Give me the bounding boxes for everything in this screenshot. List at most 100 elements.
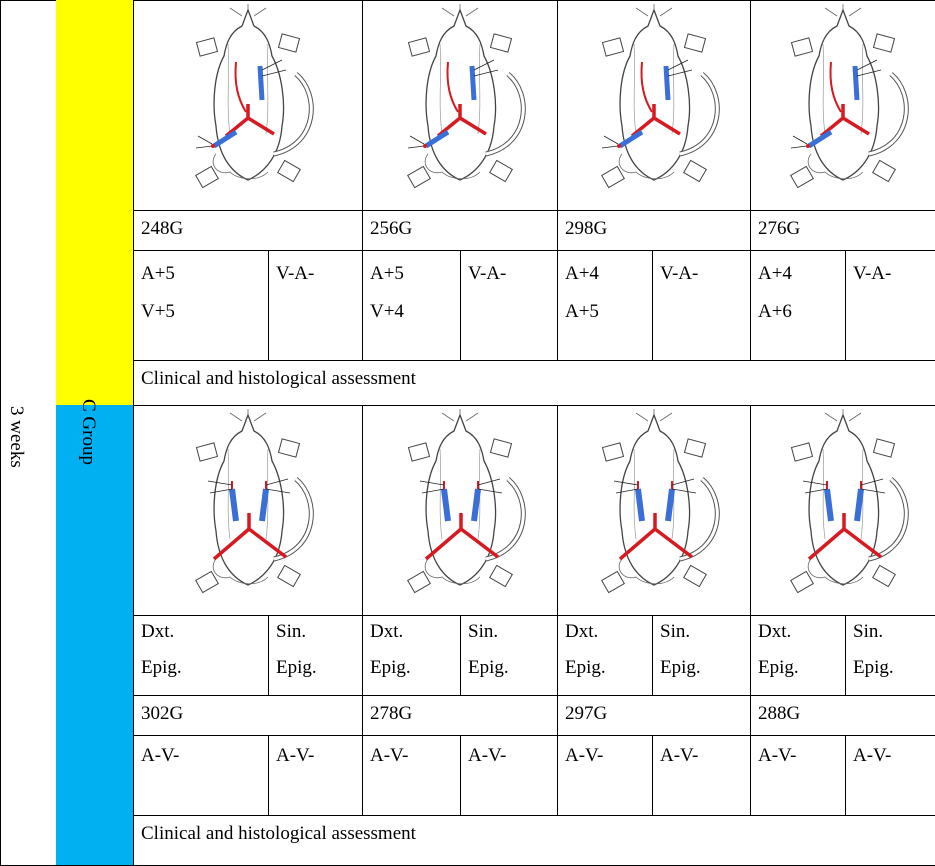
- cell-text: 248G: [141, 218, 183, 240]
- result-cell: A+4 A+5: [557, 250, 653, 361]
- cell-text: V-A-: [468, 263, 506, 285]
- result-cell: A-V-: [652, 735, 751, 816]
- cell-text: A+5: [141, 263, 175, 285]
- weight-cell: 256G: [362, 210, 558, 251]
- cell-text: 256G: [370, 218, 412, 240]
- rat-diagram: [763, 409, 923, 609]
- weight-cell: 302G: [133, 695, 363, 736]
- cell-text: A+5: [370, 263, 404, 285]
- weight-cell: 276G: [750, 210, 935, 251]
- weight-cell: 297G: [557, 695, 751, 736]
- cell-text: Epig.: [758, 657, 799, 679]
- assessment-cell: Clinical and histological assessment: [133, 815, 935, 866]
- cell-text: A-V-: [758, 745, 796, 767]
- side-cell: Dxt. Epig.: [133, 615, 269, 696]
- result-cell: V-A-: [845, 250, 935, 361]
- cell-text: Clinical and histological assessment: [141, 823, 416, 845]
- assessment-cell: Clinical and histological assessment: [133, 360, 935, 406]
- result-cell: V-A-: [268, 250, 363, 361]
- result-cell: A-V-: [750, 735, 846, 816]
- cell-text: Dxt.: [370, 621, 403, 643]
- cell-text: 288G: [758, 703, 800, 725]
- group-label: C Group: [78, 399, 98, 465]
- result-cell: V-A-: [652, 250, 751, 361]
- cell-text: Epig.: [141, 657, 182, 679]
- image-cell: [557, 405, 751, 616]
- result-cell: A-V-: [460, 735, 558, 816]
- cell-text: A-V-: [565, 745, 603, 767]
- cell-text: 278G: [370, 703, 412, 725]
- cell-text: Epig.: [468, 657, 509, 679]
- image-cell: [750, 405, 935, 616]
- rat-diagram: [168, 4, 328, 204]
- cell-text: A-V-: [141, 745, 179, 767]
- cell-text: A-V-: [468, 745, 506, 767]
- cell-text: 276G: [758, 218, 800, 240]
- cell-text: Dxt.: [565, 621, 598, 643]
- weight-cell: 288G: [750, 695, 935, 736]
- cell-text: A-V-: [660, 745, 698, 767]
- rat-diagram: [168, 409, 328, 609]
- cell-text: 298G: [565, 218, 607, 240]
- cell-text: A+4: [758, 263, 792, 285]
- cell-text: A-V-: [276, 745, 314, 767]
- rat-diagram: [380, 4, 540, 204]
- result-cell: A+5 V+4: [362, 250, 461, 361]
- side-cell: Dxt. Epig.: [362, 615, 461, 696]
- cell-text: Dxt.: [758, 621, 791, 643]
- image-cell: [362, 405, 558, 616]
- image-cell: [133, 405, 363, 616]
- cell-text: V-A-: [276, 263, 314, 285]
- result-cell: A-V-: [268, 735, 363, 816]
- image-cell: [362, 0, 558, 211]
- cell-text: V+5: [141, 301, 175, 323]
- result-cell: A-V-: [845, 735, 935, 816]
- cell-text: Epig.: [660, 657, 701, 679]
- time-label: 3 weeks: [6, 406, 26, 468]
- group-color-band: C Group: [56, 405, 134, 866]
- result-cell: A-V-: [557, 735, 653, 816]
- side-cell: Dxt. Epig.: [557, 615, 653, 696]
- weight-cell: 278G: [362, 695, 558, 736]
- cell-text: Epig.: [276, 657, 317, 679]
- cell-text: Sin.: [660, 621, 690, 643]
- rat-diagram: [574, 4, 734, 204]
- cell-text: Epig.: [565, 657, 606, 679]
- results-table: 3 weeks C Group 248G A+5 V+5 V-A- 256G A+5 V+4 V-…: [0, 0, 935, 865]
- result-cell: V-A-: [460, 250, 558, 361]
- result-cell: A-V-: [362, 735, 461, 816]
- rat-diagram: [763, 4, 923, 204]
- image-cell: [750, 0, 935, 211]
- cell-text: A-V-: [853, 745, 891, 767]
- cell-text: V-A-: [660, 263, 698, 285]
- result-cell: A-V-: [133, 735, 269, 816]
- cell-text: A+5: [565, 301, 599, 323]
- cell-text: 302G: [141, 703, 183, 725]
- image-cell: [557, 0, 751, 211]
- cell-text: Epig.: [370, 657, 411, 679]
- cell-text: Sin.: [853, 621, 883, 643]
- time-column: 3 weeks: [0, 0, 57, 866]
- cell-text: Dxt.: [141, 621, 174, 643]
- cell-text: Epig.: [853, 657, 894, 679]
- side-cell: Dxt. Epig.: [750, 615, 846, 696]
- cell-text: A+4: [565, 263, 599, 285]
- side-cell: Sin. Epig.: [460, 615, 558, 696]
- result-cell: A+4 A+6: [750, 250, 846, 361]
- side-cell: Sin. Epig.: [845, 615, 935, 696]
- side-cell: Sin. Epig.: [652, 615, 751, 696]
- cell-text: A-V-: [370, 745, 408, 767]
- cell-text: Sin.: [276, 621, 306, 643]
- weight-cell: 248G: [133, 210, 363, 251]
- page: 3 weeks C Group 248G A+5 V+5 V-A- 256G A+5 V+4 V-…: [0, 0, 935, 865]
- cell-text: V+4: [370, 301, 404, 323]
- cell-text: Sin.: [468, 621, 498, 643]
- cell-text: Clinical and histological assessment: [141, 368, 416, 390]
- cell-text: V-A-: [853, 263, 891, 285]
- cell-text: 297G: [565, 703, 607, 725]
- result-cell: A+5 V+5: [133, 250, 269, 361]
- side-cell: Sin. Epig.: [268, 615, 363, 696]
- cell-text: A+6: [758, 301, 792, 323]
- rat-diagram: [380, 409, 540, 609]
- group-color-band: [56, 0, 134, 406]
